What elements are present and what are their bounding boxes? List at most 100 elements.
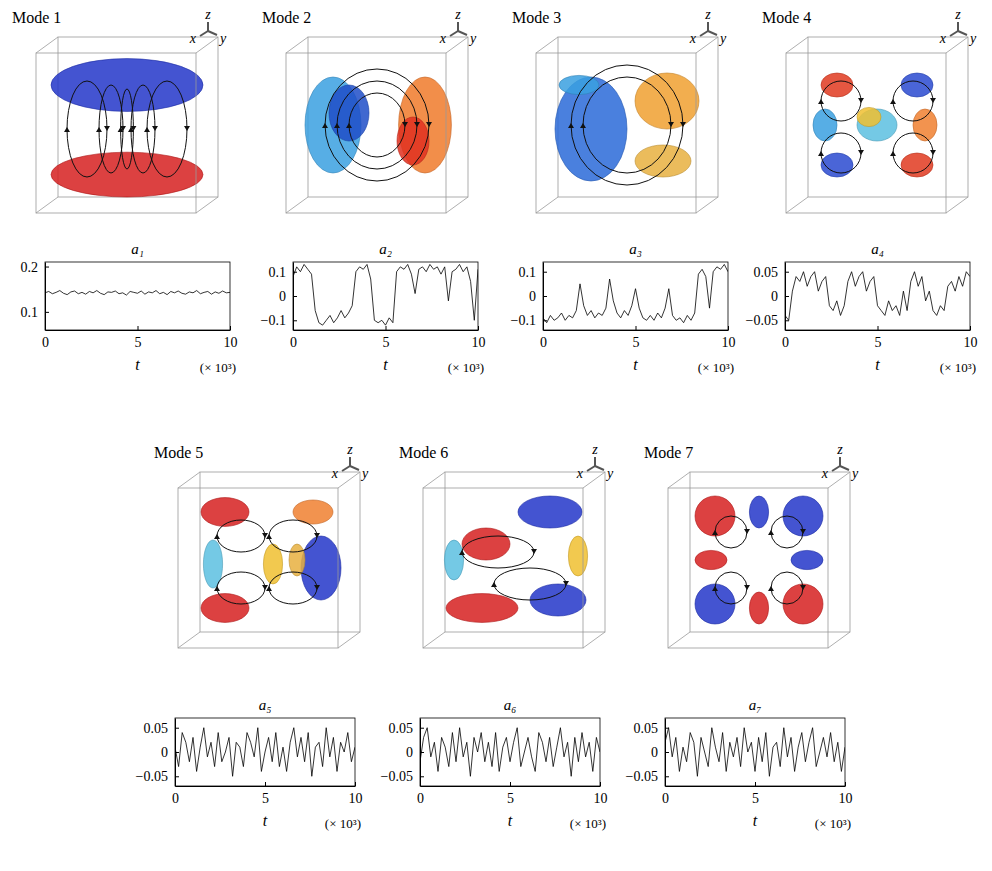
plot-area (420, 728, 600, 777)
x-tick: 5 (262, 782, 269, 806)
x-axis-title: t (135, 356, 140, 373)
triad-arm (208, 31, 217, 35)
mode-structure (821, 73, 853, 97)
y-axis: −0.0500.05 (136, 719, 179, 787)
x-tick-mark (138, 326, 139, 330)
streamline-arrow (402, 122, 408, 127)
y-tick: 0 (406, 745, 424, 760)
x-tick-label: 10 (472, 335, 486, 350)
plot-title: a₂ (379, 241, 392, 257)
mode-image: Mode 1zxy (12, 7, 227, 213)
x-axis: 0 5 10 (290, 326, 486, 350)
x-axis-line (421, 786, 601, 787)
streamline-arrow (144, 127, 150, 132)
figure: Mode 1zxy05100.10.2a₁t(× 10³)Mode 2zxy05… (0, 0, 992, 871)
x-axis: 0510 (540, 326, 736, 350)
y-tick-label: −0.1 (261, 313, 286, 328)
cube-edge (286, 37, 308, 53)
y-tick-mark (420, 752, 424, 753)
x-tick-mark (510, 782, 511, 786)
y-tick-label: 0.05 (144, 721, 169, 736)
axis-triad: zxy (331, 442, 369, 481)
y-tick-mark (785, 272, 789, 273)
x-tick-label: 10 (224, 335, 238, 350)
cube-edge (786, 197, 808, 213)
x-axis-unit: (× 10³) (200, 360, 236, 375)
triad-label: x (439, 31, 447, 46)
axis-triad: zxy (689, 7, 727, 46)
axis-triad: zxy (821, 442, 859, 481)
y-tick-label: 0 (161, 745, 168, 760)
mode-image: Mode 5zxy (154, 442, 369, 648)
y-tick: 0.1 (21, 305, 50, 320)
streamline-arrow (64, 127, 70, 132)
x-tick-label: 10 (964, 335, 978, 350)
y-tick: −0.05 (626, 769, 669, 784)
x-tick-label: 10 (839, 791, 853, 806)
x-tick-mark (478, 326, 479, 330)
y-tick: −0.05 (381, 769, 424, 784)
x-tick: 5 (383, 326, 390, 350)
y-axis: −0.100.1 (511, 263, 547, 331)
y-tick-mark (420, 728, 424, 729)
plot-frame (175, 718, 355, 786)
streamline-arrow (858, 150, 864, 155)
streamline (349, 93, 405, 157)
streamline-arrow (712, 586, 718, 591)
cube-edge (946, 37, 968, 53)
time-series-line (665, 728, 845, 777)
x-tick: 5 (507, 782, 514, 806)
triad-arm (950, 31, 958, 36)
cube-front-face (36, 53, 196, 213)
streamline-arrow (744, 585, 750, 590)
x-axis-line (176, 786, 356, 787)
streamline-arrow (346, 123, 352, 128)
mode-structure (749, 592, 768, 624)
cube-edge (36, 197, 58, 213)
cube-edge (583, 472, 605, 488)
streamline-arrow (930, 98, 936, 103)
cube-front-face (536, 53, 696, 213)
y-tick-label: −0.1 (511, 313, 536, 328)
streamline-arrow (491, 582, 497, 587)
streamline (715, 572, 747, 604)
y-tick-label: 0 (651, 745, 658, 760)
streamline-arrow (130, 126, 136, 131)
y-tick-mark (785, 296, 789, 297)
y-tick: 0.1 (269, 265, 298, 280)
streamline-arrow (314, 533, 320, 538)
y-axis: 0.10.2 (21, 260, 50, 331)
plot-frame (420, 718, 600, 786)
triad-arm (957, 22, 959, 31)
y-tick-label: 0 (529, 289, 536, 304)
streamline (571, 65, 683, 185)
streamline (337, 81, 417, 169)
streamline-arrow (712, 530, 718, 535)
y-tick-mark (785, 320, 789, 321)
time-series-line (785, 272, 970, 321)
plot-panel: 0510−0.0500.05a₇t(× 10³) (626, 697, 853, 831)
triad-arm (200, 31, 208, 36)
x-tick-label: 0 (290, 335, 297, 350)
triad-arm (587, 466, 595, 471)
x-tick-label: 10 (594, 791, 608, 806)
y-tick-mark (543, 272, 547, 273)
plot-title: a₃ (629, 241, 642, 257)
y-tick-mark (543, 296, 547, 297)
plot-panel: 0510−0.100.1a₂t(× 10³) (261, 241, 486, 375)
x-tick: 10 (722, 326, 736, 350)
triad-arm (450, 31, 458, 36)
y-tick-label: 0.1 (269, 265, 287, 280)
streamline (147, 81, 187, 177)
y-tick: 0 (771, 289, 789, 304)
y-tick: 0.05 (389, 721, 425, 736)
streamline-arrow (563, 581, 569, 586)
y-tick-label: 0.1 (21, 305, 39, 320)
triad-arm (707, 22, 709, 31)
streamline-arrow (118, 127, 124, 132)
mode-image: Mode 4zxy (762, 7, 977, 213)
streamline (325, 69, 429, 181)
streamline (462, 536, 534, 568)
x-axis-line (544, 330, 729, 331)
y-tick: 0 (161, 745, 179, 760)
